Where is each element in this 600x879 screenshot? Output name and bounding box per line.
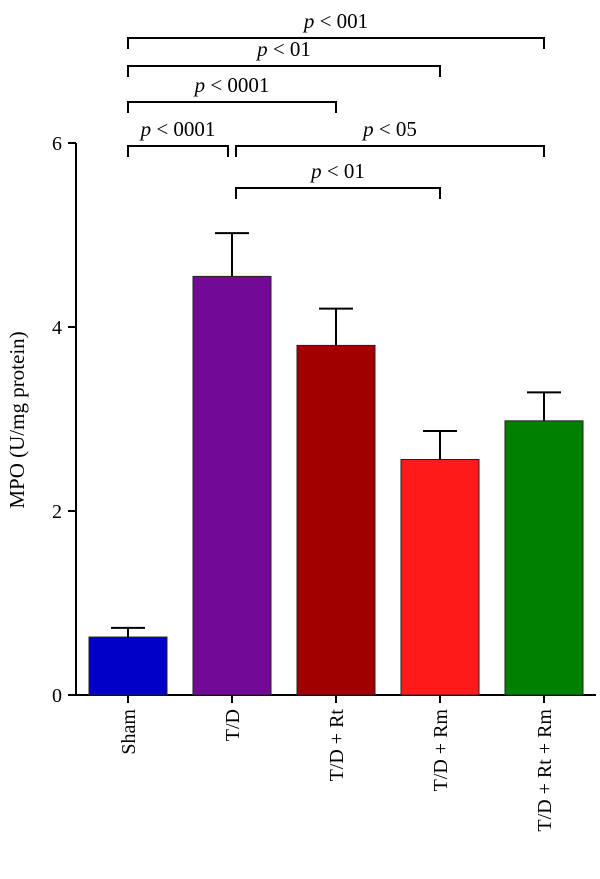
significance-bracket [235, 145, 545, 157]
y-tick-label: 4 [52, 317, 62, 339]
significance-label: p < 0001 [193, 73, 270, 97]
y-tick-label: 2 [52, 501, 62, 523]
bar [400, 458, 480, 696]
bars [88, 232, 584, 696]
bar [88, 636, 168, 696]
x-category-label: T/D + Rt [326, 709, 348, 782]
significance-label: p < 0001 [139, 117, 216, 141]
significance-brackets: p < 001 p < 01 p < 0001 p < 0001 p < 05 p < 0… [127, 9, 545, 199]
significance-label: p < 01 [309, 159, 365, 183]
x-category-label: T/D + Rm [430, 709, 452, 792]
y-axis-title: MPO (U/mg protein) [5, 331, 29, 508]
bar [504, 420, 584, 696]
significance-bracket [127, 145, 229, 157]
y-tick-label: 6 [52, 133, 62, 155]
x-category-label: Sham [118, 709, 140, 755]
significance-bracket [235, 187, 441, 199]
significance-bracket [127, 65, 441, 77]
x-category-label: T/D + Rt + Rm [534, 709, 556, 832]
significance-label: p < 001 [302, 9, 368, 33]
x-category-label: T/D [222, 709, 244, 741]
significance-label: p < 05 [361, 117, 417, 141]
bar [192, 275, 272, 696]
significance-bracket [127, 37, 545, 49]
significance-bracket [127, 101, 337, 113]
y-tick-label: 0 [52, 685, 62, 707]
bar [296, 344, 376, 696]
significance-label: p < 01 [255, 37, 311, 61]
